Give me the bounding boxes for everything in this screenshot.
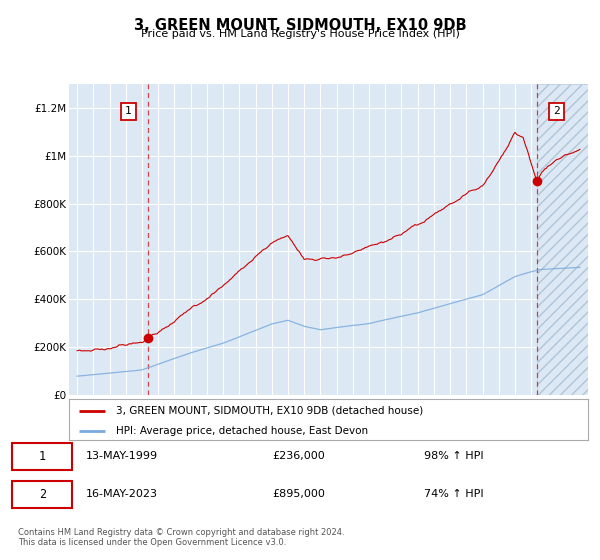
Text: 3, GREEN MOUNT, SIDMOUTH, EX10 9DB (detached house): 3, GREEN MOUNT, SIDMOUTH, EX10 9DB (deta…: [116, 405, 423, 416]
Text: 2: 2: [38, 488, 46, 501]
FancyBboxPatch shape: [13, 442, 71, 470]
Text: £236,000: £236,000: [272, 451, 325, 461]
FancyBboxPatch shape: [13, 480, 71, 508]
Text: Contains HM Land Registry data © Crown copyright and database right 2024.
This d: Contains HM Land Registry data © Crown c…: [18, 528, 344, 547]
Text: 74% ↑ HPI: 74% ↑ HPI: [424, 489, 484, 499]
Text: 1: 1: [125, 106, 132, 116]
Text: £895,000: £895,000: [272, 489, 325, 499]
Text: 3, GREEN MOUNT, SIDMOUTH, EX10 9DB: 3, GREEN MOUNT, SIDMOUTH, EX10 9DB: [134, 18, 466, 33]
Text: 13-MAY-1999: 13-MAY-1999: [86, 451, 158, 461]
Text: 16-MAY-2023: 16-MAY-2023: [86, 489, 158, 499]
Text: 2: 2: [553, 106, 560, 116]
Text: Price paid vs. HM Land Registry's House Price Index (HPI): Price paid vs. HM Land Registry's House …: [140, 29, 460, 39]
Text: 1: 1: [38, 450, 46, 463]
Text: 98% ↑ HPI: 98% ↑ HPI: [424, 451, 484, 461]
Text: HPI: Average price, detached house, East Devon: HPI: Average price, detached house, East…: [116, 426, 368, 436]
Bar: [537, 84, 588, 395]
